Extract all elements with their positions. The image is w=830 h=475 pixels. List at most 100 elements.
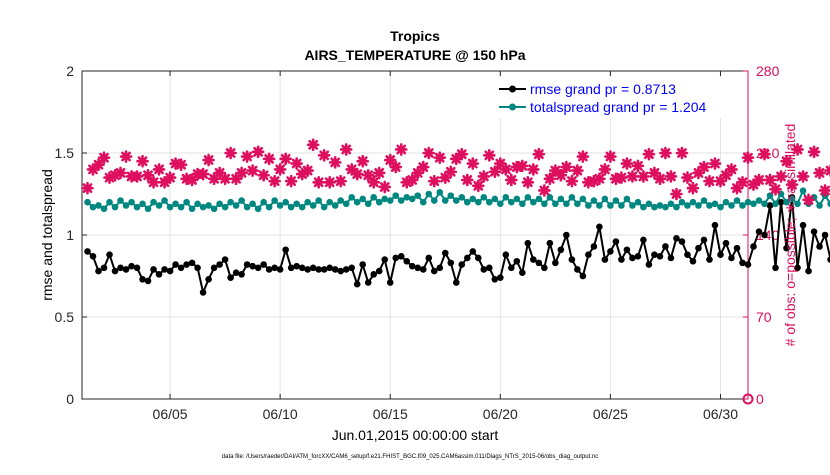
obs-assimilated-marker (666, 171, 676, 181)
data-point (304, 199, 311, 206)
obs-assimilated-marker (121, 152, 131, 162)
data-point (288, 204, 295, 211)
data-point (211, 205, 218, 212)
data-point (233, 202, 240, 209)
data-point (112, 268, 119, 275)
obs-assimilated-marker (154, 164, 164, 174)
obs-assimilated-marker (468, 159, 478, 169)
data-point (370, 271, 377, 278)
obs-assimilated-marker (506, 175, 516, 185)
data-point (607, 202, 614, 209)
obs-assimilated-marker (820, 185, 830, 195)
data-point (800, 222, 807, 229)
data-point (558, 246, 565, 253)
data-point (569, 256, 576, 263)
obs-assimilated-marker (677, 148, 687, 158)
obs-assimilated-marker (561, 162, 571, 172)
data-point (508, 199, 515, 206)
obs-assimilated-marker (391, 162, 401, 172)
data-point (805, 268, 812, 275)
data-point (244, 204, 251, 211)
data-point (530, 256, 537, 263)
data-point (684, 251, 691, 258)
data-point (662, 243, 669, 250)
data-point (145, 278, 152, 285)
legend-label-rmse: rmse grand pr = 0.8713 (530, 81, 676, 97)
x-tick-label: 06/10 (263, 406, 298, 422)
obs-assimilated-marker (226, 148, 236, 158)
x-tick-label: 06/25 (593, 406, 628, 422)
obs-assimilated-marker (446, 167, 456, 177)
data-point (464, 199, 471, 206)
obs-assimilated-marker (369, 177, 379, 187)
data-point (431, 197, 438, 204)
data-point (591, 197, 598, 204)
y-tick-label: 0 (66, 391, 74, 407)
data-point (260, 199, 267, 206)
data-point (156, 271, 163, 278)
data-point (602, 256, 609, 263)
obs-assimilated-marker (149, 177, 159, 187)
data-point (123, 202, 130, 209)
chart-subtitle: AIRS_TEMPERATURE @ 150 hPa (304, 47, 525, 63)
data-point (167, 204, 174, 211)
data-point (211, 265, 218, 272)
chart-title: Tropics (390, 28, 440, 44)
data-point (684, 202, 691, 209)
data-point (640, 237, 647, 244)
data-point (458, 194, 465, 201)
data-point (695, 245, 702, 252)
data-point (525, 194, 532, 201)
data-point (332, 202, 339, 209)
legend-marker-rmse (509, 86, 516, 93)
data-point (469, 196, 476, 203)
obs-assimilated-marker (253, 147, 263, 157)
data-point (635, 253, 642, 260)
y2-tick-label: 280 (756, 63, 780, 79)
data-point (596, 202, 603, 209)
data-point (282, 199, 289, 206)
data-point (486, 199, 493, 206)
data-point (745, 261, 752, 268)
data-point (635, 199, 642, 206)
obs-assimilated-marker (248, 166, 258, 176)
data-point (90, 253, 97, 260)
data-point (772, 201, 779, 208)
data-point (712, 222, 719, 229)
data-point (750, 243, 757, 250)
data-point (739, 202, 746, 209)
data-point (706, 256, 713, 263)
data-point (205, 202, 212, 209)
data-point (134, 265, 141, 272)
obs-assimilated-marker (358, 156, 368, 166)
obs-assimilated-marker (660, 148, 670, 158)
data-point (117, 197, 124, 204)
data-point (238, 197, 245, 204)
data-point (486, 265, 493, 272)
data-point (569, 194, 576, 201)
obs-assimilated-marker (99, 153, 109, 163)
data-point (458, 261, 465, 268)
y-tick-label: 1 (66, 227, 74, 243)
obs-assimilated-marker (380, 182, 390, 192)
obs-assimilated-marker (704, 176, 714, 186)
data-point (101, 205, 108, 212)
obs-assimilated-marker (726, 164, 736, 174)
data-point (277, 266, 284, 273)
data-point (370, 194, 377, 201)
data-point (580, 273, 587, 280)
data-point (723, 240, 730, 247)
data-point (216, 261, 223, 268)
y-axis-label: rmse and totalspread (39, 169, 55, 301)
data-point (756, 197, 763, 204)
obs-assimilated-marker (204, 155, 214, 165)
data-point (613, 238, 620, 245)
data-point (756, 228, 763, 235)
data-point (392, 192, 399, 199)
data-point (150, 199, 157, 206)
x-tick-label: 06/20 (483, 406, 518, 422)
data-point (172, 261, 179, 268)
data-point (398, 197, 405, 204)
obs-assimilated-marker (418, 162, 428, 172)
